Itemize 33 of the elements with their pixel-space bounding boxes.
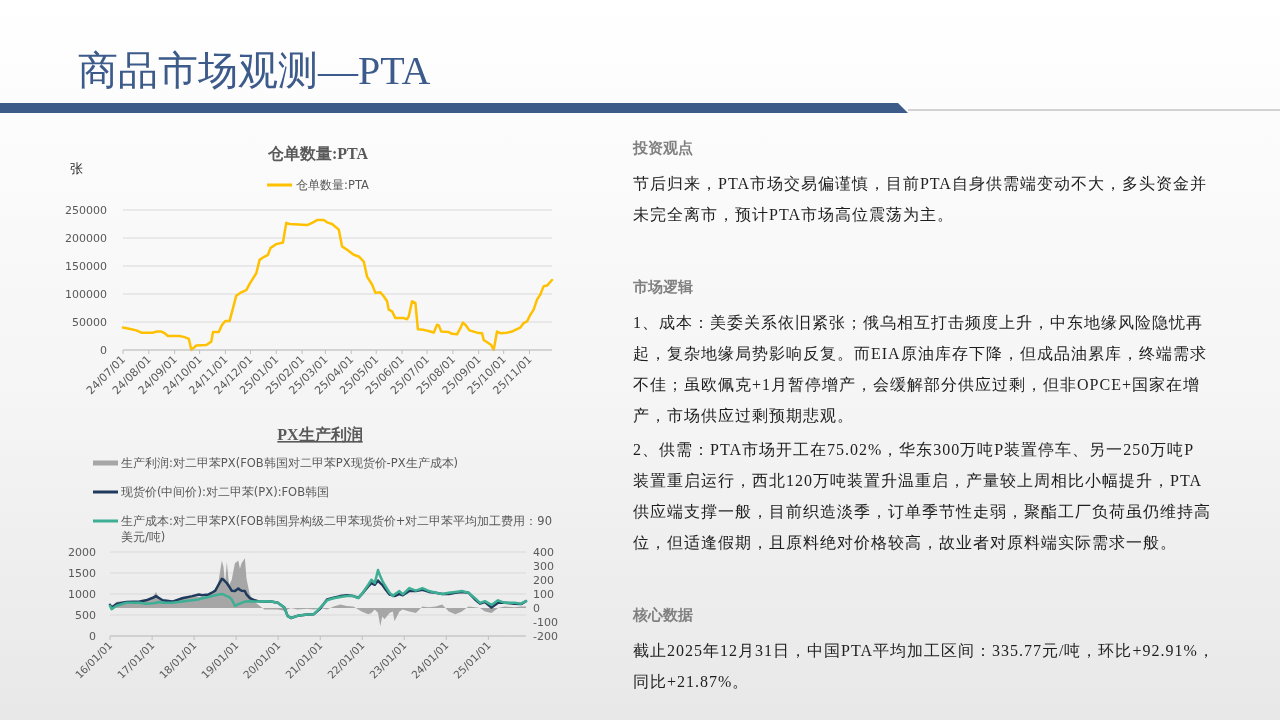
y-tick-label: 100000 (65, 288, 107, 301)
text: 市场逻辑 (632, 278, 693, 296)
text: 截止2025年12月31日，中国PTA平均加工区间：335.77元/吨，环比+92.91%，同比+21.87%。 (633, 642, 1215, 690)
text: 1、成本：美委关系依旧紧张；俄乌相互打击频度上升，中东地缘风险隐忧再起，复杂地缘局势影响反复。而EIA原油库存下降，但成品油累库，终端需求不佳；虽欧佩克+1月暂停增产，会缓解部分供应过剩，但非OPCE+国家在增产，市场供应过剩预期悲观。 (633, 314, 1207, 424)
y-tick-label: 250000 (65, 204, 107, 217)
text: 节后归来，PTA市场交易偏谨慎，目前PTA自身供需端变动不大，多头资金并未完全离市，预计PTA市场高位震荡为主。 (633, 175, 1207, 223)
y-tick-label: 2000 (68, 546, 96, 559)
text: 2、供需：PTA市场开工在75.02%，华东300万吨P装置停车、另一250万吨P装置重启运行，西北120万吨装置升温重启，产量较上周相比小幅提升，PTA供应端支撑一般，目前织造淡季，订单季节性走弱，聚酯工厂负荷虽仍维持高位，但适逢假期，且原料绝对价格较高，故业者对原料端实际需求一般。 (633, 441, 1211, 551)
text: 投资观点 (632, 139, 693, 157)
y-tick-label: 1000 (68, 588, 96, 601)
text: 核心数据 (632, 606, 693, 624)
legend-label: 生产利润:对二甲苯PX(FOB韩国对二甲苯PX现货价-PX生产成本) (121, 456, 458, 470)
y2-tick-label: 300 (533, 560, 554, 573)
y-tick-label: 150000 (65, 260, 107, 273)
y-tick-label: 0 (100, 344, 107, 357)
y-tick-label: 50000 (72, 316, 107, 329)
y-axis-title: 张 (70, 161, 83, 176)
y-tick-label: 0 (89, 630, 96, 643)
y2-tick-label: 200 (533, 574, 554, 587)
legend-label: 生产成本:对二甲苯PX(FOB韩国异构级二甲苯现货价+对二甲苯平均加工费用：90美元/吨) (121, 514, 552, 544)
chart-title: PX生产利润 (277, 426, 363, 443)
y-tick-label: 200000 (65, 232, 107, 245)
legend-label: 现货价(中间价):对二甲苯(PX):FOB韩国 (121, 485, 330, 499)
chart-title: 仓单数量:PTA (266, 145, 369, 162)
y2-tick-label: 100 (533, 588, 554, 601)
text: 商品市场观测—PTA (78, 48, 431, 93)
y-tick-label: 500 (75, 609, 96, 622)
y2-tick-label: 400 (533, 546, 554, 559)
y2-tick-label: 0 (533, 602, 540, 615)
legend-label: 仓单数量:PTA (296, 178, 370, 192)
y-tick-label: 1500 (68, 567, 96, 580)
y2-tick-label: -200 (533, 630, 558, 643)
y2-tick-label: -100 (533, 616, 558, 629)
